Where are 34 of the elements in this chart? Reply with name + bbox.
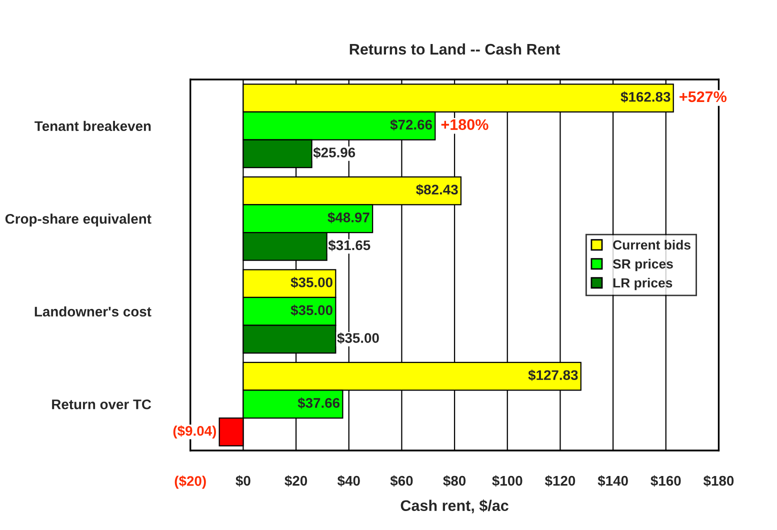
- data-label: $82.43: [416, 184, 458, 196]
- y-tick-label: Tenant breakeven: [34, 120, 151, 132]
- y-tick-label: Landowner's cost: [34, 306, 152, 317]
- x-tick-label: ($20): [174, 476, 206, 489]
- legend-label: LR prices: [613, 278, 672, 290]
- x-tick-label: $80: [443, 475, 466, 487]
- data-label: $162.83: [620, 91, 670, 103]
- data-label: $48.97: [328, 212, 370, 224]
- x-tick-label: $140: [598, 475, 628, 487]
- y-tick-label: Crop-share equivalent: [5, 214, 152, 227]
- data-label: $37.66: [298, 397, 340, 409]
- x-tick-label: $120: [544, 475, 576, 487]
- legend-label: SR prices: [612, 258, 673, 272]
- x-tick-label: $20: [284, 475, 308, 487]
- annotation: +180%: [441, 119, 488, 130]
- data-label: $127.83: [528, 370, 578, 381]
- y-tick-label: Return over TC: [52, 399, 152, 410]
- x-axis-title: Cash rent, $/ac: [400, 500, 508, 514]
- data-label: $31.65: [328, 240, 370, 252]
- data-label: ($9.04): [173, 425, 216, 439]
- chart-title: Returns to Land -- Cash Rent: [350, 43, 560, 55]
- legend-label: Current bids: [613, 240, 690, 250]
- annotation: +527%: [680, 91, 727, 102]
- data-label: $72.66: [390, 119, 432, 130]
- x-tick-label: $60: [390, 475, 413, 487]
- x-tick-label: $0: [236, 475, 250, 487]
- x-tick-label: $40: [337, 475, 360, 487]
- data-label: $35.00: [337, 332, 379, 344]
- x-tick-label: $160: [650, 475, 681, 487]
- data-label: $35.00: [290, 276, 332, 288]
- x-tick-label: $180: [703, 475, 734, 487]
- data-label: $35.00: [290, 304, 332, 316]
- data-label: $25.96: [313, 146, 356, 158]
- x-tick-label: $100: [492, 475, 522, 487]
